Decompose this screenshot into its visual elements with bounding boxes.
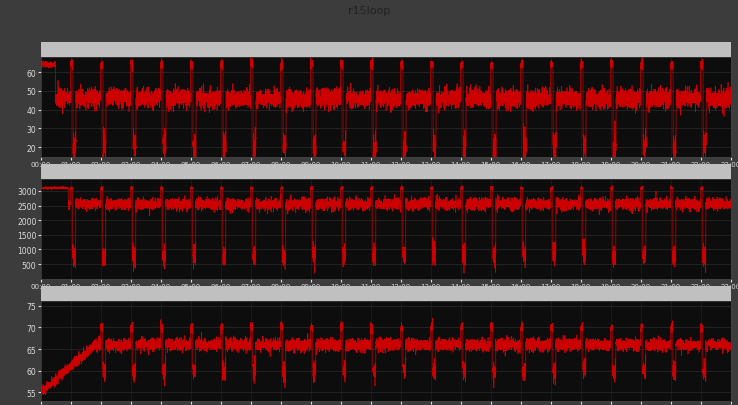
- Text: | Core Temperatures (avg) [°C]: | Core Temperatures (avg) [°C]: [599, 290, 728, 298]
- Text: ↓ 54: ↓ 54: [44, 290, 64, 298]
- Text: ●: ●: [637, 47, 644, 53]
- Text: | Average Effective Clock [MHz]: | Average Effective Clock [MHz]: [596, 168, 728, 177]
- Text: Ø 45,65: Ø 45,65: [92, 46, 125, 55]
- Text: ●: ●: [609, 291, 615, 297]
- X-axis label: Time: Time: [376, 290, 396, 300]
- Text: Average Effective Clock [MHz]: Average Effective Clock [MHz]: [601, 168, 728, 177]
- Text: ↓ 214,7: ↓ 214,7: [44, 168, 77, 177]
- Text: ↓ 18,50: ↓ 18,50: [44, 46, 77, 55]
- Text: Ø 66,24: Ø 66,24: [92, 290, 125, 298]
- Text: CPU Package Power [W]: CPU Package Power [W]: [628, 46, 728, 55]
- Text: ●: ●: [604, 169, 611, 175]
- Text: ↑ 64,04: ↑ 64,04: [140, 46, 173, 55]
- Text: Ø 2438: Ø 2438: [92, 168, 123, 177]
- Text: ↑ 3121: ↑ 3121: [140, 168, 171, 177]
- Text: Core Temperatures (avg) [°C]: Core Temperatures (avg) [°C]: [604, 290, 728, 298]
- Text: ↑ 72: ↑ 72: [140, 290, 160, 298]
- Text: | CPU Package Power [W]: | CPU Package Power [W]: [622, 46, 728, 55]
- X-axis label: Time: Time: [376, 168, 396, 178]
- Text: r15loop: r15loop: [348, 6, 390, 16]
